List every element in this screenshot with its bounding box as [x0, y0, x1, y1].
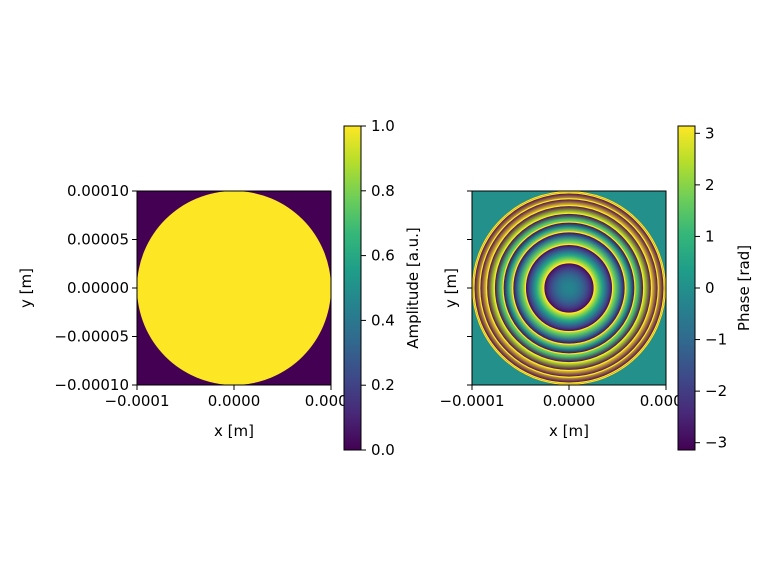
- colorbar-tick-label: 0: [705, 279, 715, 297]
- colorbar-tick-label: 0.4: [371, 311, 395, 329]
- colorbar-tick-label: 1.0: [371, 117, 395, 135]
- phase-wrap-line: [512, 231, 626, 345]
- colorbar-tick-label: −2: [705, 382, 727, 400]
- colorbar-tick-label: 3: [705, 124, 715, 142]
- phase-wrap-line: [479, 198, 659, 378]
- x-tick-label: 0.0000: [208, 392, 261, 410]
- phase-wrap-line: [493, 212, 645, 364]
- colorbar: [343, 125, 362, 451]
- y-tick-label: 0.00005: [67, 231, 129, 249]
- y-tick-label: −0.00005: [54, 328, 129, 346]
- x-axis-label: x [m]: [214, 422, 254, 440]
- amplitude-panel: −0.0001 0.0000 0.0001−0.00010−0.000050.000…: [17, 117, 422, 459]
- x-tick-label: 0.0000: [543, 392, 596, 410]
- colorbar-label: Amplitude [a.u.]: [404, 227, 422, 349]
- aperture-disk: [137, 191, 331, 385]
- colorbar: [677, 125, 696, 451]
- colorbar-label: Phase [rad]: [735, 245, 753, 331]
- colorbar-tick-label: −1: [705, 331, 727, 349]
- y-axis-label: y [m]: [442, 268, 460, 308]
- colorbar-tick-label: 0.2: [371, 376, 395, 394]
- colorbar-tick-label: 0.8: [371, 182, 395, 200]
- colorbar-tick-label: 0.6: [371, 247, 395, 265]
- phase-wrap-line: [473, 192, 665, 384]
- phase-ring: [543, 262, 595, 314]
- colorbar-tick-label: 0.0: [371, 441, 395, 459]
- heatmap-image: [472, 191, 666, 385]
- heatmap-image: [137, 191, 331, 385]
- aperture-edge: [472, 191, 666, 385]
- phase-wrap-line: [524, 243, 614, 333]
- x-tick-label: −0.0001: [104, 392, 169, 410]
- y-tick-label: −0.00010: [54, 376, 129, 394]
- y-axis-label: y [m]: [17, 268, 35, 308]
- phase-wrap-line: [485, 204, 653, 372]
- y-tick-label: 0.00010: [67, 182, 129, 200]
- phase-wrap-line: [543, 262, 595, 314]
- colorbar-tick-label: −3: [705, 434, 727, 452]
- colorbar-tick-label: 1: [705, 227, 715, 245]
- phase-wrap-line: [502, 221, 636, 355]
- x-tick-label: −0.0001: [439, 392, 504, 410]
- y-tick-label: 0.00000: [67, 279, 129, 297]
- colorbar-tick-label: 2: [705, 176, 715, 194]
- x-axis-label: x [m]: [549, 422, 589, 440]
